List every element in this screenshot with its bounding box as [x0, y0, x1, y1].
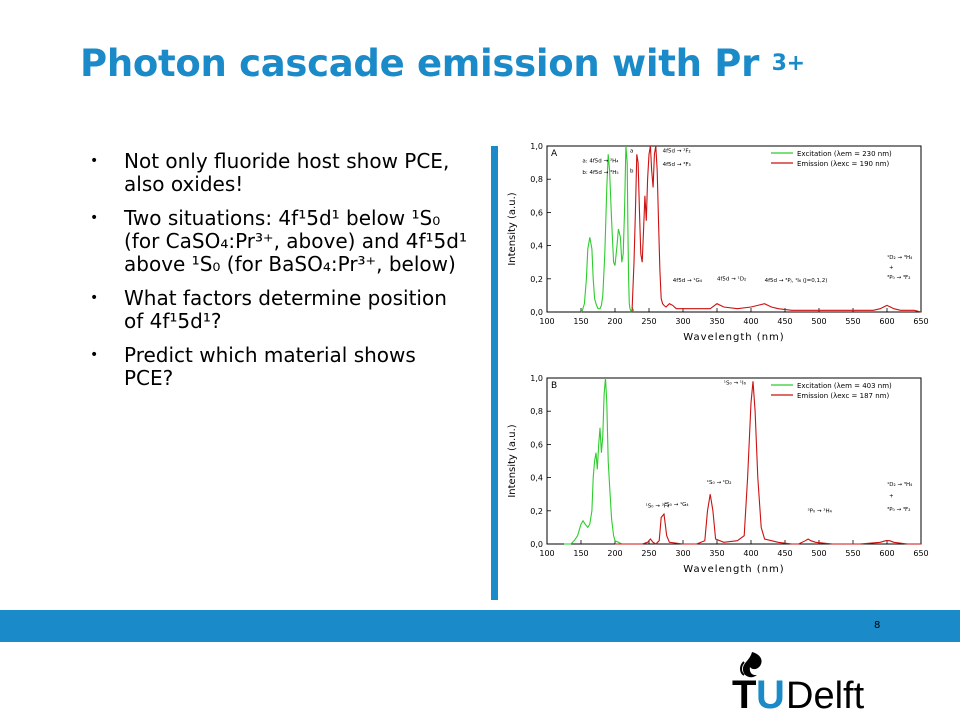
x-tick-label: 500 [811, 549, 826, 558]
annotation-label: ³P₀ → ³F₂ [887, 274, 910, 281]
annotation-label: 4f5d → ³Pⱼ, ¹I₆ (J=0,1,2) [765, 277, 828, 284]
x-tick-label: 500 [811, 317, 826, 326]
x-tick-label: 550 [845, 549, 860, 558]
series-line-excitation [564, 377, 626, 545]
slide-title: Photon cascade emission with Pr 3+ [80, 42, 805, 85]
series-line-emission [631, 145, 922, 313]
y-tick-label: 0,6 [530, 440, 543, 449]
bullet-item: Not only fluoride host show PCE, also ox… [90, 150, 470, 196]
legend-entry: Emission (λexc = 190 nm) [797, 160, 889, 168]
annotation-label: b: 4f5d → ³H₅ [582, 169, 618, 176]
bullet-item: What factors determine position of 4f¹5d… [90, 287, 470, 333]
svg-text:T: T [732, 673, 756, 714]
annotation-label: ¹D₂ → ³H₄ [887, 481, 913, 488]
annotation-label: ¹S₀ → ¹G₄ [664, 501, 689, 508]
flame-icon [740, 652, 762, 678]
y-axis-label: Intensity (a.u.) [507, 192, 518, 265]
x-tick-label: 350 [709, 549, 724, 558]
page-number: 8 [874, 620, 881, 631]
annotation-label: 4f5d → ³F₂ [663, 148, 691, 155]
x-tick-label: 100 [539, 549, 554, 558]
x-tick-label: 400 [743, 549, 758, 558]
divider-bar [491, 146, 498, 600]
panel-label: A [551, 149, 558, 159]
y-tick-label: 0,4 [530, 474, 543, 483]
annotation-label: + [889, 494, 894, 500]
chart-panel-b: 100 150 200 250 300 350 400 450 500 550 600 650 0,0 0… [507, 374, 929, 575]
x-tick-label: 650 [913, 317, 928, 326]
x-tick-label: 100 [539, 317, 554, 326]
y-tick-label: 1,0 [530, 374, 543, 383]
tudelft-logo: T U Delft [732, 652, 865, 714]
x-tick-label: 200 [607, 317, 622, 326]
annotation-label: 4f5d → ¹D₂ [717, 275, 746, 282]
annotation-label: ³P₀ → ³H₄ [807, 507, 832, 514]
annotation-label: 4f5d → ¹G₄ [673, 277, 703, 284]
x-tick-label: 650 [913, 549, 928, 558]
x-tick-label: 200 [607, 549, 622, 558]
y-tick-label: 0,0 [530, 308, 543, 317]
y-tick-label: 0,2 [530, 275, 543, 284]
plot-frame [546, 145, 922, 313]
bullet-item: Two situations: 4f¹5d¹ below ¹S₀ (for Ca… [90, 207, 470, 276]
annotation-label: a: 4f5d → ³H₄ [582, 158, 619, 165]
x-tick-label: 300 [675, 317, 690, 326]
x-tick-label: 150 [573, 317, 588, 326]
bullet-item: Predict which material shows PCE? [90, 344, 470, 390]
annotation-label: ¹D₂ → ³H₄ [887, 254, 913, 261]
series-line-excitation [580, 145, 635, 314]
annotation-label: ¹S₀ → ³F₄ [646, 502, 670, 509]
x-tick-label: 550 [845, 317, 860, 326]
annotation-label: 4f5d → ³F₃ [663, 161, 691, 168]
bullet-list: Not only fluoride host show PCE, also ox… [90, 150, 470, 401]
x-tick-label: 450 [777, 317, 792, 326]
x-axis-label: Wavelength (nm) [683, 332, 784, 343]
x-tick-label: 450 [777, 549, 792, 558]
series-line-emission [615, 381, 921, 545]
x-tick-label: 400 [743, 317, 758, 326]
annotation-label: ¹S₀ → ¹D₂ [707, 479, 732, 486]
x-tick-label: 600 [879, 317, 894, 326]
y-tick-label: 0,4 [530, 242, 543, 251]
x-tick-label: 150 [573, 549, 588, 558]
y-tick-label: 0,0 [530, 540, 543, 549]
legend-entry: Excitation (λem = 403 nm) [797, 382, 892, 390]
chart-panel-a: 100 150 200 250 300 350 400 450 500 550 600 650 0,0 0… [507, 142, 929, 343]
y-tick-label: 0,8 [530, 175, 543, 184]
title-superscript: 3+ [771, 51, 805, 76]
y-axis-label: Intensity (a.u.) [507, 424, 518, 497]
panel-label: B [551, 381, 557, 391]
footer-band [0, 610, 960, 642]
x-tick-label: 600 [879, 549, 894, 558]
x-tick-label: 250 [641, 317, 656, 326]
y-tick-label: 0,2 [530, 507, 543, 516]
y-tick-label: 0,8 [530, 407, 543, 416]
annotation-label: a [630, 149, 633, 155]
x-tick-label: 350 [709, 317, 724, 326]
annotation-label: b [630, 169, 634, 175]
plot-frame [546, 377, 922, 545]
y-tick-label: 0,6 [530, 208, 543, 217]
x-tick-label: 250 [641, 549, 656, 558]
x-axis-label: Wavelength (nm) [683, 564, 784, 575]
legend-entry: Excitation (λem = 230 nm) [797, 150, 892, 158]
annotation-label: + [889, 265, 894, 271]
annotation-label: ¹S₀ → ¹I₆ [724, 380, 747, 387]
svg-text:Delft: Delft [786, 675, 865, 714]
y-tick-label: 1,0 [530, 142, 543, 151]
x-tick-label: 300 [675, 549, 690, 558]
svg-text:U: U [756, 673, 785, 714]
legend-entry: Emission (λexc = 187 nm) [797, 392, 889, 400]
annotation-label: ³P₀ → ³F₂ [887, 506, 910, 513]
